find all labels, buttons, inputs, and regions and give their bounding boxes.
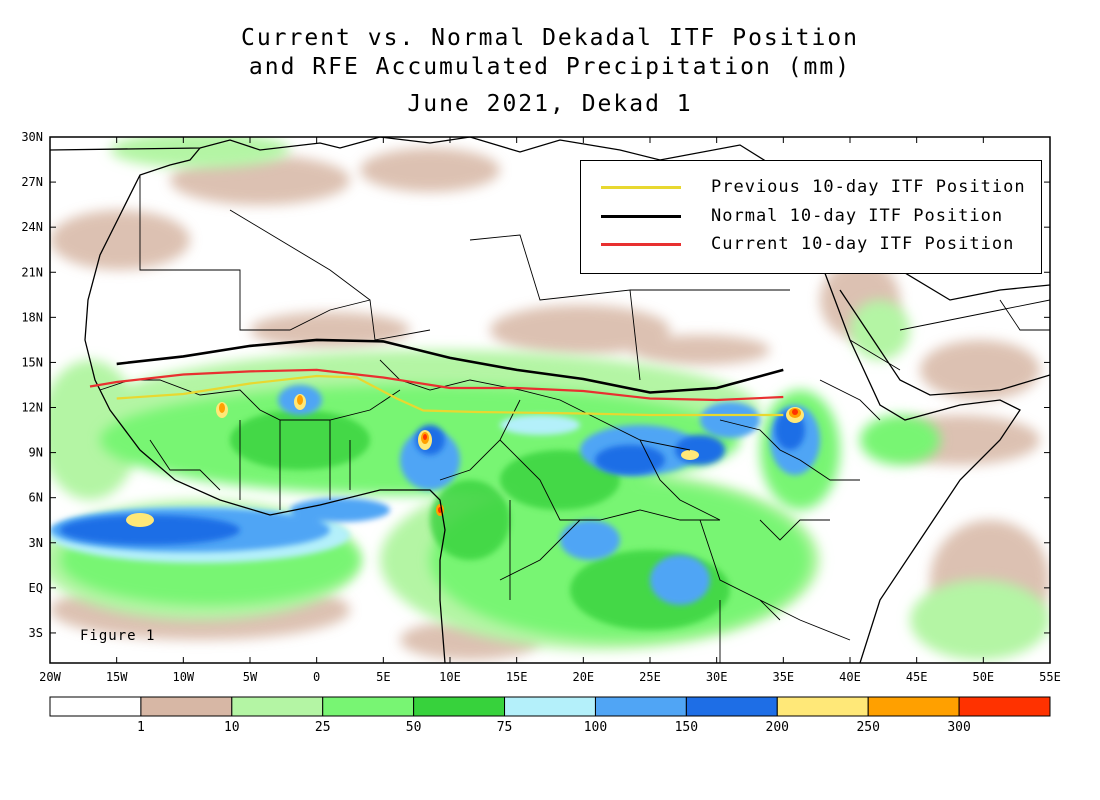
lon-tick-label: 35E xyxy=(772,670,794,684)
colorbar-tick-label: 10 xyxy=(224,720,240,735)
legend-label-current: Current 10-day ITF Position xyxy=(711,234,1015,254)
lon-tick-label: 20W xyxy=(39,670,61,684)
lat-tick-label: 24N xyxy=(21,220,43,234)
legend-swatch-current xyxy=(601,243,681,246)
colorbar-bin xyxy=(594,696,687,717)
lat-tick-label: 6N xyxy=(29,491,43,505)
lon-tick-label: 30E xyxy=(706,670,728,684)
legend-item-previous: Previous 10-day ITF Position xyxy=(601,177,1041,197)
colorbar-tick-label: 25 xyxy=(315,720,331,735)
colorbar-tick-label: 250 xyxy=(856,720,879,735)
figure-label: Figure 1 xyxy=(80,628,156,644)
lon-tick-label: 55E xyxy=(1039,670,1061,684)
lat-tick-label: 12N xyxy=(21,401,43,415)
colorbar-tick-label: 300 xyxy=(947,720,970,735)
lon-tick-label: 50E xyxy=(972,670,994,684)
colorbar-bin xyxy=(776,696,869,717)
colorbar-tick-label: 1 xyxy=(137,720,145,735)
lat-tick-label: 21N xyxy=(21,265,43,279)
legend-label-previous: Previous 10-day ITF Position xyxy=(711,177,1026,197)
lon-tick-label: 25E xyxy=(639,670,661,684)
lat-tick-label: 18N xyxy=(21,310,43,324)
colorbar-bin xyxy=(685,696,778,717)
lon-tick-label: 10E xyxy=(439,670,461,684)
lon-tick-label: 45E xyxy=(906,670,928,684)
country-borders xyxy=(99,175,1050,663)
colorbar-bin xyxy=(49,696,142,717)
lon-tick-label: 15W xyxy=(106,670,128,684)
colorbar-tick-label: 75 xyxy=(497,720,513,735)
lon-tick-label: 5W xyxy=(243,670,258,684)
precipitation-colorbar: 1 10 25 50 75 100 150 200 250 300 xyxy=(49,696,1051,735)
colorbar-bin xyxy=(322,696,415,717)
colorbar-bin xyxy=(867,696,960,717)
itf-lines xyxy=(89,338,784,417)
colorbar-bin xyxy=(140,696,233,717)
map-title-line-1: Current vs. Normal Dekadal ITF Position xyxy=(240,25,860,51)
map-title-line-3: June 2021, Dekad 1 xyxy=(407,91,693,117)
lon-tick-label: 0 xyxy=(313,670,320,684)
colorbar-bin xyxy=(504,696,596,717)
lon-tick-label: 5E xyxy=(376,670,390,684)
lat-tick-label: 3N xyxy=(29,536,43,550)
colorbar-tick-label: 200 xyxy=(766,720,789,735)
legend-item-normal: Normal 10-day ITF Position xyxy=(601,206,1041,226)
legend-label-normal: Normal 10-day ITF Position xyxy=(711,206,1004,226)
lat-tick-label: 3S xyxy=(29,626,43,640)
lat-tick-label: EQ xyxy=(29,581,43,595)
colorbar-tick-label: 100 xyxy=(584,720,607,735)
colorbar-tick-label: 150 xyxy=(675,720,698,735)
itf-legend: Previous 10-day ITF Position Normal 10-d… xyxy=(580,160,1042,274)
lat-tick-label: 27N xyxy=(21,175,43,189)
colorbar-tick-label: 50 xyxy=(406,720,422,735)
legend-swatch-normal xyxy=(601,215,681,218)
colorbar-bin xyxy=(958,696,1051,717)
map-frame xyxy=(49,136,1051,664)
map-title-line-2: and RFE Accumulated Precipitation (mm) xyxy=(248,54,852,80)
colorbar-bin xyxy=(231,696,324,717)
itf-line-current xyxy=(89,368,784,402)
longitude-axis: 20W 15W 10W 5W 0 5E 10E 15E 20E 25E 30E 35E 40E 45E 50… xyxy=(39,137,1061,684)
legend-swatch-previous xyxy=(601,186,681,189)
lon-tick-label: 15E xyxy=(506,670,528,684)
itf-line-previous xyxy=(116,374,784,417)
colorbar-bin xyxy=(413,696,506,717)
itf-line-normal xyxy=(116,338,784,394)
lat-tick-label: 9N xyxy=(29,446,43,460)
legend-item-current: Current 10-day ITF Position xyxy=(601,234,1041,254)
lat-tick-label: 15N xyxy=(21,355,43,369)
lon-tick-label: 40E xyxy=(839,670,861,684)
latitude-axis: 30N 27N 24N 21N 18N 15N 12N 9N 6N 3N EQ 3S xyxy=(21,130,1050,640)
lon-tick-label: 20E xyxy=(572,670,594,684)
lon-tick-label: 10W xyxy=(172,670,194,684)
lat-tick-label: 30N xyxy=(21,130,43,144)
